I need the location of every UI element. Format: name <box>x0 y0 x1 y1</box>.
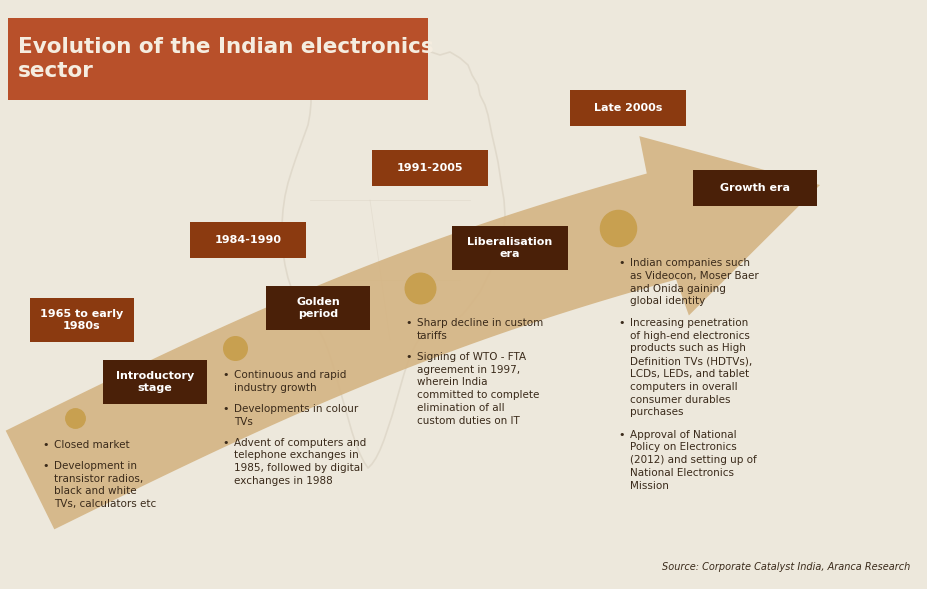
Text: Liberalisation
era: Liberalisation era <box>467 237 552 259</box>
Text: •: • <box>405 352 412 362</box>
Text: Increasing penetration
of high-end electronics
products such as High
Definition : Increasing penetration of high-end elect… <box>630 318 752 418</box>
Text: •: • <box>222 438 228 448</box>
Text: Sharp decline in custom
tariffs: Sharp decline in custom tariffs <box>417 318 543 341</box>
Text: •: • <box>222 404 228 414</box>
Text: •: • <box>618 429 625 439</box>
Polygon shape <box>6 136 820 530</box>
Text: Evolution of the Indian electronics
sector: Evolution of the Indian electronics sect… <box>18 37 434 81</box>
Text: •: • <box>618 318 625 328</box>
Text: Continuous and rapid
industry growth: Continuous and rapid industry growth <box>234 370 347 393</box>
Text: •: • <box>42 440 48 450</box>
Text: Source: Corporate Catalyst India, Aranca Research: Source: Corporate Catalyst India, Aranca… <box>662 562 910 572</box>
Text: Golden
period: Golden period <box>296 297 340 319</box>
Text: Growth era: Growth era <box>720 183 790 193</box>
FancyBboxPatch shape <box>372 150 488 186</box>
Text: Late 2000s: Late 2000s <box>594 103 662 113</box>
Text: Advent of computers and
telephone exchanges in
1985, followed by digital
exchang: Advent of computers and telephone exchan… <box>234 438 366 486</box>
Text: Approval of National
Policy on Electronics
(2012) and setting up of
National Ele: Approval of National Policy on Electroni… <box>630 429 756 491</box>
FancyBboxPatch shape <box>190 222 306 258</box>
FancyBboxPatch shape <box>570 90 686 126</box>
FancyBboxPatch shape <box>452 226 568 270</box>
Text: •: • <box>222 370 228 380</box>
Text: Introductory
stage: Introductory stage <box>116 371 194 393</box>
FancyBboxPatch shape <box>103 360 207 404</box>
FancyBboxPatch shape <box>30 298 134 342</box>
Text: 1991-2005: 1991-2005 <box>397 163 464 173</box>
Text: •: • <box>405 318 412 328</box>
Text: Developments in colour
TVs: Developments in colour TVs <box>234 404 358 426</box>
FancyBboxPatch shape <box>693 170 817 206</box>
Text: 1965 to early
1980s: 1965 to early 1980s <box>41 309 123 331</box>
Text: Closed market: Closed market <box>54 440 130 450</box>
FancyBboxPatch shape <box>266 286 370 330</box>
FancyBboxPatch shape <box>8 18 428 100</box>
Text: Indian companies such
as Videocon, Moser Baer
and Onida gaining
global identity: Indian companies such as Videocon, Moser… <box>630 258 759 306</box>
Text: •: • <box>42 461 48 471</box>
Text: •: • <box>618 258 625 268</box>
Text: Development in
transistor radios,
black and white
TVs, calculators etc: Development in transistor radios, black … <box>54 461 157 509</box>
Text: 1984-1990: 1984-1990 <box>214 235 282 245</box>
Text: Signing of WTO - FTA
agreement in 1997,
wherein India
committed to complete
elim: Signing of WTO - FTA agreement in 1997, … <box>417 352 540 426</box>
